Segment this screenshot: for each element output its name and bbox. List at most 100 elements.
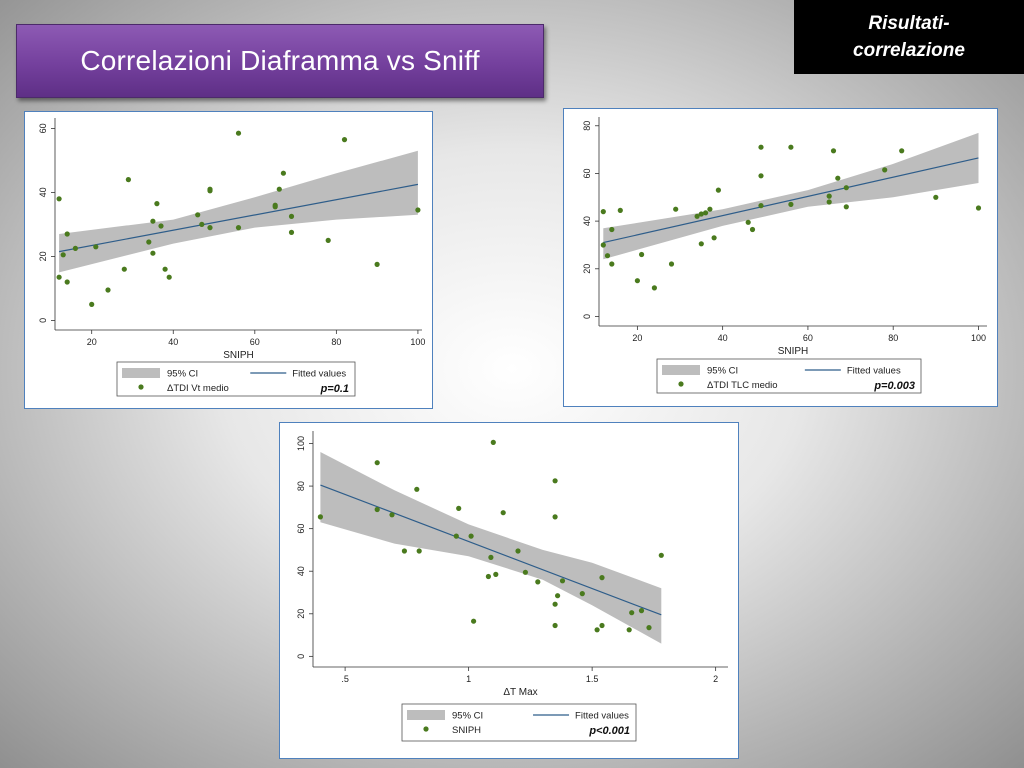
data-point xyxy=(56,196,62,202)
legend-ci-swatch xyxy=(662,365,700,375)
scatter-chart-tlc: 20 40 60 80 100 0 20 40 60 80 SNIPH 95% CI Fitted va… xyxy=(582,117,987,394)
x-tick-label: 1 xyxy=(466,674,471,684)
y-tick-label: 80 xyxy=(296,481,306,491)
y-tick-label: 0 xyxy=(38,318,48,323)
data-point xyxy=(668,261,675,267)
data-point xyxy=(207,186,213,192)
legend-ci-label: 95% CI xyxy=(167,369,198,380)
scatter-chart-vt: 20 40 60 80 100 0 20 40 60 SNIPH 95% CI Fitted valu… xyxy=(38,118,425,397)
data-point xyxy=(60,252,66,258)
y-tick-label: 60 xyxy=(582,168,592,178)
data-point xyxy=(162,266,168,272)
legend-ci-label: 95% CI xyxy=(452,711,483,722)
data-point xyxy=(703,210,709,216)
legend-fit-label: Fitted values xyxy=(292,369,346,380)
data-point xyxy=(64,279,70,285)
y-tick-label: 40 xyxy=(38,187,48,197)
data-point xyxy=(555,593,561,599)
data-point xyxy=(199,221,205,227)
x-tick-label: 60 xyxy=(250,337,260,347)
data-point xyxy=(758,203,764,209)
data-point xyxy=(673,206,679,212)
data-point xyxy=(207,225,213,231)
data-point xyxy=(843,185,849,191)
data-point xyxy=(788,201,794,207)
y-tick-label: 0 xyxy=(296,654,306,659)
chart-panel-deltat: .5 1 1.5 2 0 20 40 60 80 100 ΔT Max 95% CI Fitted va… xyxy=(279,422,739,759)
data-point xyxy=(830,148,837,154)
data-point xyxy=(707,206,713,212)
data-point xyxy=(599,575,605,581)
legend-ci-swatch xyxy=(122,368,160,378)
data-point xyxy=(600,209,606,215)
data-point xyxy=(617,207,623,213)
p-value: p=0.003 xyxy=(873,380,915,392)
ci-band xyxy=(603,132,979,260)
data-point xyxy=(651,285,657,291)
fitted-line xyxy=(320,484,662,616)
data-point xyxy=(694,213,700,219)
data-point xyxy=(471,618,477,624)
data-point xyxy=(899,148,905,154)
data-point xyxy=(415,207,421,213)
data-point xyxy=(826,199,832,205)
data-point xyxy=(629,610,635,616)
y-tick-label: 60 xyxy=(38,123,48,133)
data-point xyxy=(599,622,605,629)
data-point xyxy=(146,239,152,245)
y-tick-label: 40 xyxy=(296,566,306,576)
data-point xyxy=(552,601,558,607)
x-tick-label: 40 xyxy=(718,333,728,343)
x-axis-label: SNIPH xyxy=(778,346,809,357)
data-point xyxy=(276,186,282,192)
data-point xyxy=(658,552,664,558)
data-point xyxy=(468,533,474,539)
data-point xyxy=(105,287,111,293)
data-point xyxy=(389,512,395,518)
data-point xyxy=(235,225,242,231)
data-point xyxy=(125,177,131,183)
data-point xyxy=(195,212,201,218)
data-point xyxy=(89,301,95,307)
legend-fit-label: Fitted values xyxy=(575,711,629,722)
data-point xyxy=(715,187,721,193)
data-point xyxy=(317,514,323,520)
legend-point-label: ΔTDI Vt medio xyxy=(167,383,229,394)
data-point xyxy=(154,201,160,207)
x-axis-label: ΔT Max xyxy=(503,687,537,698)
data-point xyxy=(559,578,566,584)
data-point xyxy=(280,170,286,176)
data-point xyxy=(882,167,888,173)
data-point xyxy=(698,241,704,247)
data-point xyxy=(272,204,278,210)
x-tick-label: 20 xyxy=(87,337,97,347)
y-tick-label: 0 xyxy=(582,314,592,319)
data-point xyxy=(121,266,127,272)
data-point xyxy=(325,237,331,243)
chart-panel-tlc: 20 40 60 80 100 0 20 40 60 80 SNIPH 95% CI Fitted va… xyxy=(563,108,998,407)
x-tick-label: 100 xyxy=(971,333,986,343)
chart-panel-vt: 20 40 60 80 100 0 20 40 60 SNIPH 95% CI Fitted valu… xyxy=(24,111,433,409)
data-point xyxy=(594,627,600,633)
legend-point-swatch xyxy=(678,381,684,387)
data-point xyxy=(552,478,558,484)
data-point xyxy=(638,608,645,614)
ci-band xyxy=(320,452,662,644)
data-point xyxy=(64,231,70,237)
data-point xyxy=(609,261,615,267)
section-tag: Risultati-correlazione xyxy=(794,0,1024,74)
y-tick-label: 60 xyxy=(296,524,306,534)
fitted-line xyxy=(603,157,979,244)
y-tick-label: 20 xyxy=(582,264,592,274)
data-point xyxy=(493,571,499,577)
ci-band xyxy=(59,150,418,273)
y-tick-label: 100 xyxy=(296,436,306,451)
data-point xyxy=(374,460,380,466)
data-point xyxy=(975,205,982,211)
data-point xyxy=(522,569,528,575)
data-point xyxy=(416,548,422,554)
legend-point-swatch xyxy=(423,726,429,732)
data-point xyxy=(485,573,491,580)
data-point xyxy=(646,625,652,631)
